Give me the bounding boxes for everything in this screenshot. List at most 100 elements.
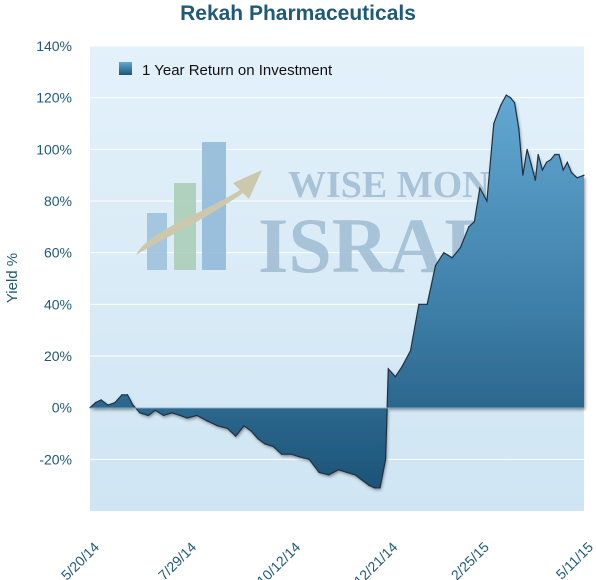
data-point [459,246,462,249]
x-tick-label: 2/25/15 [448,539,492,580]
data-point [179,414,181,416]
data-point [147,414,149,416]
data-point [505,94,507,96]
data-point [385,458,387,460]
data-point [576,177,578,179]
data-point [126,394,129,396]
watermark-arrow-icon [136,170,262,255]
data-point [290,453,292,455]
data-point [243,425,245,427]
data-point [534,179,537,181]
data-point [226,427,228,429]
data-point [541,169,544,171]
data-point [537,153,539,156]
data-point [373,487,376,489]
data-point [217,425,219,427]
data-point [257,438,259,440]
data-point [162,414,165,416]
data-point [566,161,568,163]
data-point [337,469,339,471]
data-point [100,399,102,401]
x-tick-label: 10/12/14 [253,539,303,580]
data-point [139,412,141,414]
data-point [264,443,266,445]
data-point [95,401,97,404]
data-point [401,365,403,367]
data-point [107,404,109,406]
data-point [171,412,173,414]
data-point [206,420,208,422]
data-point [196,414,198,416]
data-point [526,148,528,150]
data-point [235,435,237,437]
data-point [570,172,573,174]
data-point [354,474,356,476]
y-tick-label: 0% [52,400,72,416]
data-point [298,456,301,458]
data-point [328,474,330,476]
data-point [545,161,548,163]
data-point [418,303,420,305]
data-point [583,174,585,176]
data-point [451,257,453,259]
y-tick-label: 80% [44,193,72,209]
data-point [473,221,475,223]
data-point [550,159,552,161]
y-tick-label: -20% [39,451,72,467]
data-point [379,487,381,489]
data-point [500,104,502,106]
y-tick-label: 140% [36,38,72,54]
data-point [361,479,363,481]
data-point [121,394,123,396]
data-point [486,200,488,202]
y-tick-label: 60% [44,245,72,261]
y-tick-label: 100% [36,141,72,157]
data-point [132,404,134,406]
data-point [522,174,524,176]
legend: 1 Year Return on Investment [119,62,333,79]
y-tick-labels: -20% 0% 20% 40% 60% 80% 100% 120% 140% [36,38,72,467]
legend-label: 1 Year Return on Investment [142,62,333,79]
y-tick-label: 20% [44,348,72,364]
data-point [346,471,348,473]
y-tick-label: 120% [36,90,72,106]
data-point [409,350,412,352]
data-point [394,376,396,378]
x-tick-label: 5/11/15 [553,539,596,580]
data-point [318,471,320,473]
data-point [558,153,560,156]
data-point [114,401,116,404]
x-tick-label: 12/21/14 [351,539,401,580]
data-point [308,458,310,460]
data-point [272,445,274,447]
data-point [154,409,156,411]
legend-swatch [119,62,132,75]
series-line [89,94,585,489]
data-point [468,226,470,228]
data-point [280,453,283,455]
data-point [250,430,252,432]
data-point [368,484,370,486]
data-point [493,122,495,125]
y-axis-title: Yield % [4,253,21,303]
data-point [186,417,188,419]
data-point [479,187,481,189]
data-point [509,97,512,99]
data-point [530,164,532,166]
series-area-group [89,94,585,489]
data-point [443,252,445,254]
y-tick-label: 40% [44,296,72,312]
x-tick-label: 7/29/14 [155,539,199,580]
data-point [434,265,437,267]
data-point [426,303,428,305]
data-point [514,102,516,104]
x-tick-labels: 5/20/14 7/29/14 10/12/14 12/21/14 2/25/15 5/1… [58,539,596,580]
data-point [562,169,564,171]
data-point [554,153,556,156]
chart-title: Rekah Pharmaceuticals [180,2,416,25]
series-area [90,95,584,488]
data-point [387,368,389,370]
x-tick-label: 5/20/14 [58,539,102,580]
data-point [518,128,520,130]
